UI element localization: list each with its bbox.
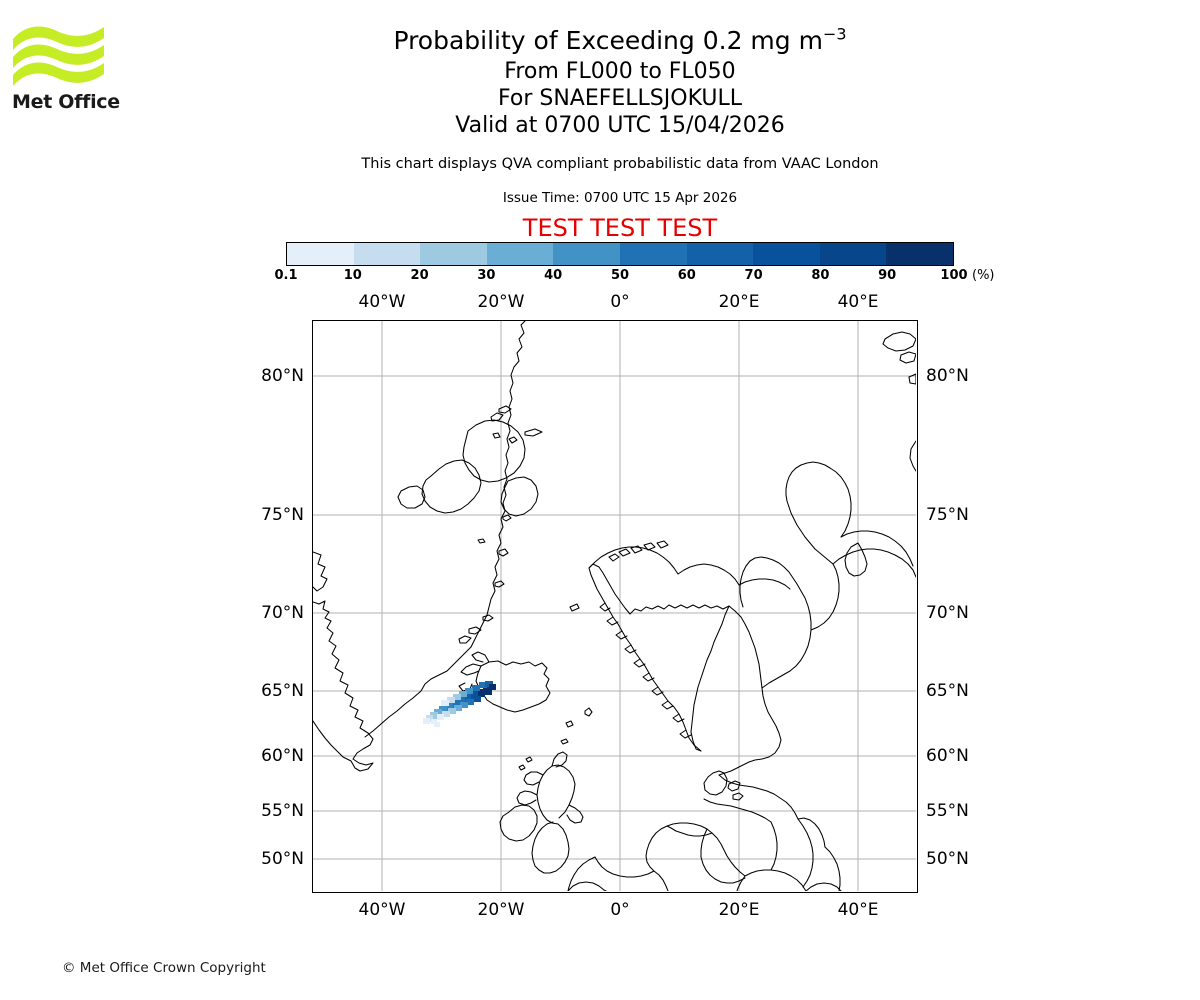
- lon-tick-label-bottom-3: 20°E: [718, 900, 760, 920]
- colorbar-tick-40: 40: [544, 268, 563, 283]
- ash-plume-cells: [423, 681, 496, 727]
- lat-tick-label-right-1: 75°N: [926, 505, 969, 525]
- chart-title-block: Probability of Exceeding 0.2 mg m−3 From…: [180, 24, 1060, 139]
- colorbar-swatches: [286, 242, 954, 266]
- map-canvas: [313, 321, 916, 891]
- colorbar-segment-0: [287, 243, 354, 265]
- met-office-logo-text: Met Office: [12, 91, 120, 113]
- graticule-latitudes: [313, 375, 916, 860]
- colorbar-segment-4: [553, 243, 620, 265]
- colorbar-tick-90: 90: [878, 268, 897, 283]
- colorbar-segment-3: [486, 243, 554, 265]
- title-valid-time: Valid at 0700 UTC 15/04/2026: [455, 113, 785, 138]
- page-title: Probability of Exceeding 0.2 mg m−3: [180, 24, 1060, 58]
- issue-time: Issue Time: 0700 UTC 15 Apr 2026: [502, 190, 738, 206]
- colorbar-tick-50: 50: [610, 268, 630, 283]
- lon-tick-label-top-0: 40°W: [358, 292, 406, 312]
- lon-tick-label-top-3: 20°E: [718, 292, 760, 312]
- lon-tick-label-bottom-2: 0°: [610, 900, 630, 920]
- lat-tick-label-right-6: 50°N: [926, 849, 969, 869]
- met-office-wave-icon: [13, 26, 104, 86]
- lat-tick-label-left-2: 70°N: [261, 603, 304, 623]
- lat-tick-label-right-2: 70°N: [926, 603, 969, 623]
- lat-tick-label-left-1: 75°N: [261, 505, 304, 525]
- lon-tick-label-top-1: 20°W: [477, 292, 525, 312]
- met-office-logo: Met Office: [12, 22, 122, 117]
- coastlines: [313, 321, 916, 891]
- colorbar-tick-labels: 0.1 10 20 30 40 50 60 70 80 90 100: [274, 268, 967, 284]
- page-title-text: Probability of Exceeding 0.2 mg m: [393, 26, 823, 55]
- page-title-exponent: −3: [822, 24, 847, 44]
- lon-tick-label-bottom-1: 20°W: [477, 900, 525, 920]
- lon-tick-label-top-2: 0°: [610, 292, 630, 312]
- qva-note: This chart displays QVA compliant probab…: [361, 156, 879, 172]
- colorbar-segment-1: [353, 243, 421, 265]
- probability-colorbar: [286, 242, 954, 266]
- colorbar-tick-100: 100: [940, 268, 968, 283]
- colorbar-tick-60: 60: [677, 268, 696, 283]
- lat-tick-label-left-5: 55°N: [261, 801, 304, 821]
- copyright-footer: © Met Office Crown Copyright: [62, 960, 266, 976]
- title-flight-levels: From FL000 to FL050: [504, 59, 736, 84]
- lat-tick-label-right-5: 55°N: [926, 801, 969, 821]
- colorbar-tick-70: 70: [744, 268, 763, 283]
- colorbar-tick-0.1: 0.1: [274, 268, 298, 283]
- lon-tick-label-top-4: 40°E: [837, 292, 879, 312]
- colorbar-tick-80: 80: [811, 268, 830, 283]
- lat-tick-label-right-4: 60°N: [926, 746, 969, 766]
- test-banner: TEST TEST TEST: [522, 214, 718, 242]
- colorbar-segment-5: [619, 243, 687, 265]
- map-plot-area[interactable]: [312, 320, 918, 893]
- colorbar-segment-6: [686, 243, 754, 265]
- colorbar-tick-20: 20: [410, 268, 429, 283]
- colorbar-segment-9: [886, 243, 953, 265]
- colorbar-segment-8: [819, 243, 887, 265]
- lon-tick-label-bottom-0: 40°W: [358, 900, 406, 920]
- colorbar-tick-30: 30: [477, 268, 496, 283]
- graticule-longitudes: [381, 321, 859, 891]
- lat-tick-label-left-0: 80°N: [261, 366, 304, 386]
- lon-tick-label-bottom-4: 40°E: [837, 900, 879, 920]
- lat-tick-label-left-6: 50°N: [261, 849, 304, 869]
- colorbar-segment-7: [753, 243, 820, 265]
- colorbar-tick-10: 10: [343, 268, 362, 283]
- colorbar-segment-2: [420, 243, 487, 265]
- lat-tick-label-left-4: 60°N: [261, 746, 304, 766]
- lat-tick-label-right-3: 65°N: [926, 681, 969, 701]
- lat-tick-label-left-3: 65°N: [261, 681, 304, 701]
- colorbar-unit-label: (%): [972, 268, 995, 283]
- title-volcano-name: For SNAEFELLSJOKULL: [497, 86, 743, 111]
- lat-tick-label-right-0: 80°N: [926, 366, 969, 386]
